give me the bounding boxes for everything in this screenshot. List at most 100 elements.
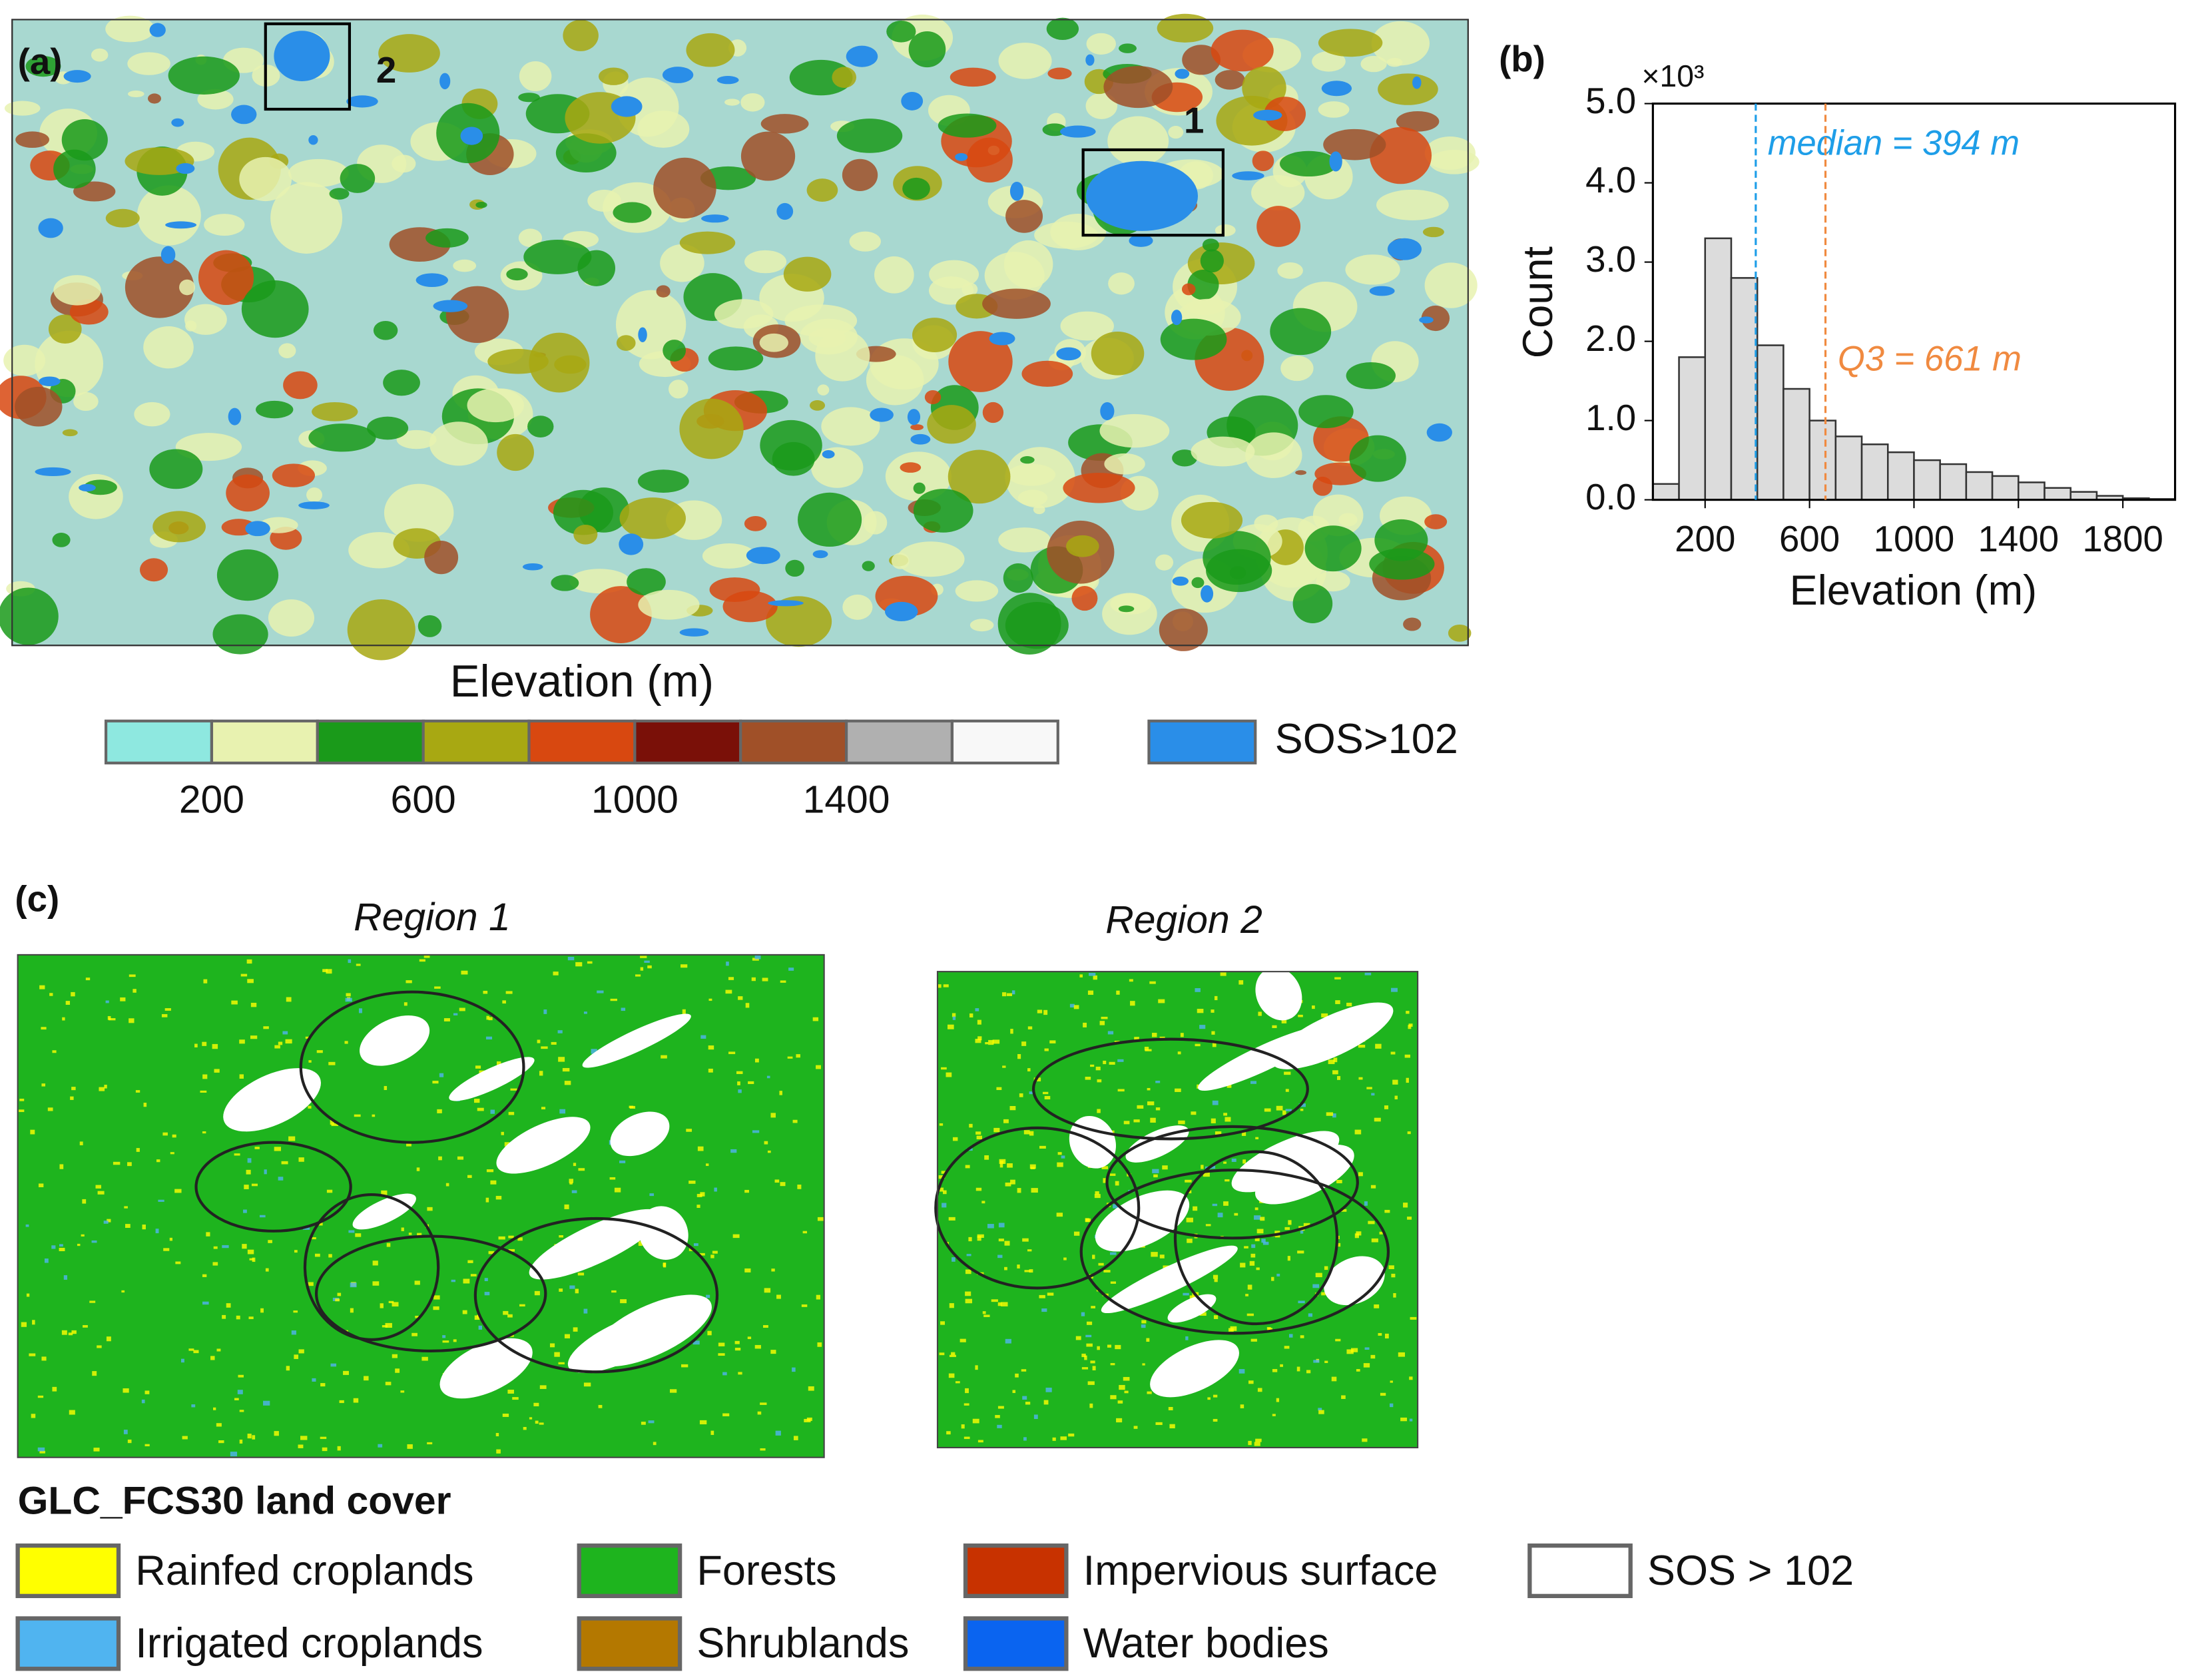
- cropland-speck: [404, 1002, 408, 1006]
- cropland-speck: [1041, 1308, 1047, 1312]
- bar: [1991, 475, 2020, 501]
- terrain: [783, 256, 832, 292]
- sos-area: [611, 96, 643, 117]
- terrain: [1172, 449, 1198, 467]
- cropland-speck: [123, 1430, 128, 1434]
- terrain: [849, 231, 881, 252]
- cropland-speck: [1133, 1426, 1138, 1429]
- terrain: [653, 157, 716, 219]
- cropland-speck: [407, 1444, 413, 1449]
- terrain: [1376, 189, 1449, 220]
- cropland-speck: [502, 1000, 506, 1004]
- cropland-speck: [1188, 1190, 1192, 1194]
- terrain: [938, 113, 997, 138]
- cropland-speck: [141, 1399, 145, 1404]
- cropland-speck: [1260, 1217, 1265, 1221]
- cropland-speck: [242, 1244, 247, 1249]
- cropland-speck: [1380, 1392, 1386, 1396]
- cropland-speck: [1187, 1239, 1193, 1243]
- cropland-speck: [734, 1340, 740, 1344]
- bar: [1782, 388, 1810, 501]
- cropland-speck: [1169, 1424, 1175, 1429]
- cropland-speck: [738, 1372, 742, 1375]
- cropland-speck: [946, 1431, 951, 1435]
- sos-outline: [1079, 1169, 1390, 1335]
- cropland-speck: [381, 1190, 388, 1195]
- bar: [1808, 420, 1837, 501]
- sos-gap: [1101, 1245, 1238, 1314]
- cropland-speck: [1241, 1131, 1246, 1136]
- cropland-speck: [437, 1109, 442, 1113]
- terrain: [445, 286, 509, 344]
- terrain: [913, 482, 926, 494]
- cropland-speck: [1242, 1159, 1246, 1164]
- terrain: [616, 335, 636, 351]
- cropland-speck: [692, 1340, 700, 1345]
- cropland-speck: [1107, 1344, 1112, 1348]
- cropland-speck: [1117, 1400, 1123, 1404]
- cropland-speck: [1400, 1417, 1408, 1422]
- cropland-speck: [762, 978, 768, 981]
- cropland-speck: [977, 1236, 981, 1241]
- terrain: [1318, 29, 1383, 57]
- terrain: [1066, 535, 1099, 557]
- cropland-speck: [610, 998, 617, 1001]
- cropland-speck: [698, 1253, 705, 1256]
- terrain: [1422, 226, 1444, 238]
- terrain: [270, 182, 343, 254]
- cropland-speck: [113, 1161, 121, 1165]
- cropland-speck: [343, 1370, 349, 1375]
- cropland-speck: [975, 1365, 978, 1370]
- cropland-speck: [1248, 1380, 1254, 1384]
- cropland-speck: [408, 1233, 412, 1235]
- sos-area: [701, 214, 729, 223]
- terrain: [137, 185, 201, 246]
- cropland-speck: [286, 1366, 290, 1371]
- bar: [2044, 487, 2071, 501]
- cropland-speck: [640, 956, 647, 958]
- cropland-speck: [1240, 1404, 1244, 1408]
- cropland-speck: [1031, 1188, 1038, 1193]
- sos-area: [776, 202, 794, 220]
- cropland-speck: [244, 1185, 249, 1189]
- terrain: [722, 591, 778, 623]
- cropland-speck: [1201, 1165, 1204, 1169]
- cropland-speck: [1321, 1292, 1326, 1296]
- cropland-speck: [193, 1350, 199, 1354]
- cropland-speck: [963, 1403, 969, 1406]
- terrain: [1396, 111, 1440, 132]
- cropland-speck: [952, 1137, 958, 1141]
- terrain: [1191, 577, 1205, 589]
- cropland-speck: [1155, 1107, 1161, 1111]
- cropland-speck: [1266, 1326, 1271, 1331]
- cropland-speck: [414, 1280, 420, 1285]
- cropland-speck: [1392, 1079, 1398, 1085]
- terrain: [1349, 435, 1406, 482]
- sos-area: [308, 135, 318, 145]
- cropland-speck: [169, 1237, 172, 1241]
- cropland-speck: [345, 997, 352, 1002]
- cropland-speck: [372, 1114, 376, 1117]
- cropland-speck: [453, 1339, 457, 1342]
- legend-swatch: [577, 1543, 683, 1599]
- terrain: [637, 469, 689, 493]
- cropland-speck: [1214, 1278, 1218, 1282]
- cropland-speck: [977, 1234, 984, 1239]
- cropland-speck: [752, 1130, 760, 1133]
- cropland-speck: [484, 1292, 490, 1296]
- colorbar-segment: [421, 719, 531, 764]
- cropland-speck: [1079, 974, 1083, 978]
- cropland-speck: [1022, 1396, 1027, 1400]
- x-axis-title: Elevation (m): [1790, 567, 2037, 614]
- bar: [1652, 483, 1680, 501]
- cropland-speck: [263, 1400, 270, 1406]
- cropland-speck: [553, 972, 559, 976]
- cropland-speck: [21, 1322, 27, 1327]
- terrain: [1181, 283, 1196, 296]
- cropland-speck: [940, 1321, 946, 1325]
- terrain: [1157, 13, 1214, 43]
- cropland-speck: [1029, 1091, 1033, 1095]
- cropland-speck: [792, 1367, 796, 1372]
- cropland-speck: [1249, 1260, 1255, 1266]
- legend-swatch: [15, 1616, 121, 1671]
